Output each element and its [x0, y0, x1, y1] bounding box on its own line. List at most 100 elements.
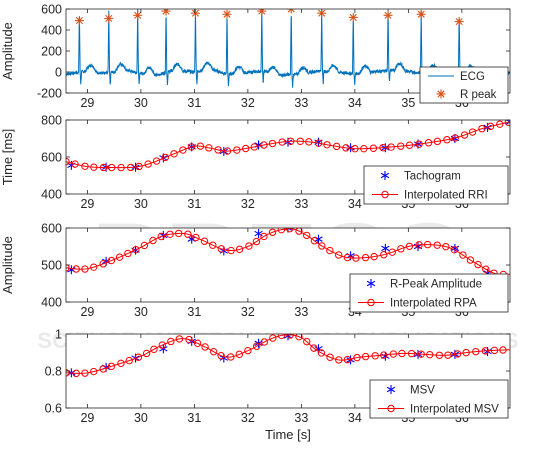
- interp-point: [175, 335, 184, 343]
- chart-3: 2930313233343536400500600AmplitudeR-Peak…: [0, 222, 511, 319]
- interp-point: [318, 242, 326, 250]
- interp-point: [166, 230, 174, 238]
- interp-point: [184, 230, 192, 238]
- interp-point: [142, 349, 151, 358]
- interp-point: [132, 245, 140, 254]
- interp-point: [277, 334, 286, 340]
- interp-point: [417, 350, 425, 358]
- interp-point: [442, 242, 450, 251]
- interp-point: [223, 147, 232, 155]
- interp-point: [90, 367, 98, 376]
- interp-point: [474, 260, 482, 269]
- interp-point: [140, 241, 149, 250]
- x-tick-label: 29: [80, 197, 94, 211]
- r-peak-point: [133, 10, 143, 20]
- interp-point: [242, 144, 250, 153]
- interp-point: [157, 232, 165, 241]
- interp-point: [353, 353, 361, 362]
- plot-content: [66, 120, 510, 172]
- y-tick-label: 0.6: [45, 402, 62, 416]
- interp-point: [296, 137, 305, 145]
- interp-point: [450, 246, 459, 254]
- interp-point: [269, 334, 277, 342]
- interp-point: [405, 242, 414, 250]
- chart-1: 2930313233343536-2000200400600AmplitudeE…: [0, 3, 511, 110]
- interp-point: [144, 160, 152, 168]
- series-point-1: [381, 243, 390, 253]
- legend: Tachogram Interpolated RRI: [363, 165, 509, 205]
- interp-point: [371, 352, 379, 360]
- interp-point: [187, 143, 196, 151]
- interp-point: [415, 241, 423, 249]
- interp-point: [90, 263, 98, 271]
- interp-point: [504, 120, 510, 126]
- x-tick-label: 29: [80, 411, 94, 425]
- r-peak-point: [416, 9, 426, 19]
- y-tick-label: 500: [41, 259, 62, 273]
- legend-swatch-asterisk: [386, 385, 396, 394]
- interp-point: [478, 125, 486, 133]
- legend: MSV Interpolated MSV: [369, 379, 509, 419]
- interp-point: [482, 265, 490, 273]
- r-peak-point: [257, 9, 267, 16]
- interp-point: [277, 228, 286, 234]
- interp-point: [126, 163, 135, 172]
- interp-point: [405, 141, 414, 149]
- x-tick-label: 31: [187, 96, 201, 110]
- interp-point: [81, 369, 89, 377]
- x-tick-label: 33: [294, 411, 308, 425]
- interp-point: [217, 245, 226, 253]
- interp-point: [244, 346, 252, 355]
- interp-point: [217, 352, 225, 360]
- interp-point: [351, 144, 359, 153]
- interp-point: [326, 246, 334, 255]
- y-tick-label: 800: [41, 114, 62, 128]
- interp-point: [360, 144, 368, 153]
- interp-point: [235, 350, 244, 359]
- legend-label: Interpolated RPA: [390, 298, 477, 310]
- interp-point: [250, 143, 258, 151]
- interp-point: [343, 355, 352, 364]
- legend-box: [349, 273, 509, 313]
- interp-point: [99, 260, 107, 268]
- interp-point: [252, 237, 261, 246]
- x-tick-label: 35: [401, 96, 415, 110]
- interp-point: [466, 256, 475, 264]
- interp-point: [317, 349, 326, 357]
- r-peak-point: [222, 9, 232, 19]
- plot-content: [66, 228, 510, 279]
- r-peak-point: [161, 9, 171, 16]
- interp-point: [361, 352, 370, 361]
- interp-point: [303, 337, 311, 346]
- y-tick-label: -200: [37, 87, 62, 101]
- interp-point: [72, 369, 80, 378]
- interp-point: [286, 137, 295, 145]
- x-tick-label: 31: [187, 197, 201, 211]
- interp-point: [342, 144, 350, 152]
- interp-point: [71, 160, 79, 168]
- interp-point: [370, 252, 378, 261]
- interp-point: [388, 248, 397, 256]
- interp-point: [268, 139, 277, 148]
- interp-point: [107, 362, 116, 370]
- interp-point: [175, 229, 183, 238]
- legend-swatch-asterisk: [380, 171, 390, 180]
- x-tick-label: 34: [348, 411, 362, 425]
- legend-box: [369, 379, 509, 419]
- interp-point: [460, 131, 469, 139]
- interp-point: [389, 350, 398, 358]
- y-tick-label: 600: [41, 151, 62, 165]
- interp-point: [196, 142, 205, 150]
- interp-point: [260, 338, 269, 346]
- y-tick-label: 0: [55, 66, 62, 80]
- interp-point: [433, 137, 442, 146]
- interp-point: [361, 253, 370, 262]
- interp-point: [107, 256, 116, 265]
- interp-point: [245, 242, 253, 250]
- y-tick-label: 1: [55, 328, 62, 342]
- interp-point: [453, 350, 462, 358]
- interp-point: [260, 141, 268, 149]
- r-peak-point: [104, 13, 114, 23]
- interp-point: [81, 265, 89, 273]
